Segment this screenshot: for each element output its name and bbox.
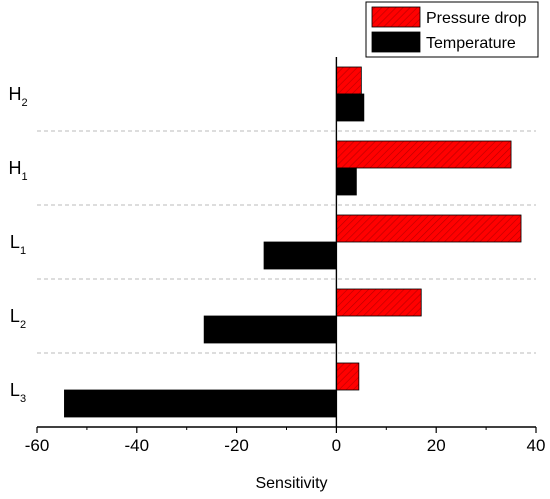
axes-layer: H2 H1 L1 L2 L3 -60 -40 -20 0 20 40 Sensitivity <box>8 57 545 492</box>
temperature-bar-l1 <box>263 241 337 270</box>
category-label-l3: L3 <box>10 380 26 405</box>
bars-layer <box>64 66 522 418</box>
legend-swatch-pressure-drop <box>371 6 421 28</box>
legend-label-temperature: Temperature <box>426 35 516 52</box>
pressure-drop-bar-l3 <box>335 362 360 391</box>
pressure-drop-bar-l2 <box>335 288 422 317</box>
x-tick-label: -20 <box>224 436 249 455</box>
x-tick-label: 20 <box>427 436 446 455</box>
category-label-h2: H2 <box>8 84 27 109</box>
x-tick-label: -60 <box>25 436 50 455</box>
legend: Pressure drop Temperature <box>365 1 539 58</box>
legend-label-pressure-drop: Pressure drop <box>426 10 527 27</box>
temperature-bar-l2 <box>203 315 337 344</box>
pressure-drop-bar-h2 <box>335 66 362 95</box>
temperature-bar-h1 <box>335 167 357 196</box>
category-label-h1: H1 <box>8 158 27 183</box>
category-label-l1: L1 <box>10 232 26 257</box>
x-axis-title: Sensitivity <box>255 475 327 492</box>
grid-layer <box>37 130 536 354</box>
x-tick-label: 0 <box>332 436 341 455</box>
x-tick-label: 40 <box>527 436 546 455</box>
legend-swatch-temperature <box>371 31 421 53</box>
temperature-bar-h2 <box>335 93 365 122</box>
pressure-drop-bar-l1 <box>335 214 522 243</box>
category-label-l2: L2 <box>10 306 26 331</box>
x-tick-label: -40 <box>125 436 150 455</box>
temperature-bar-l3 <box>64 389 337 418</box>
pressure-drop-bar-h1 <box>335 140 512 169</box>
